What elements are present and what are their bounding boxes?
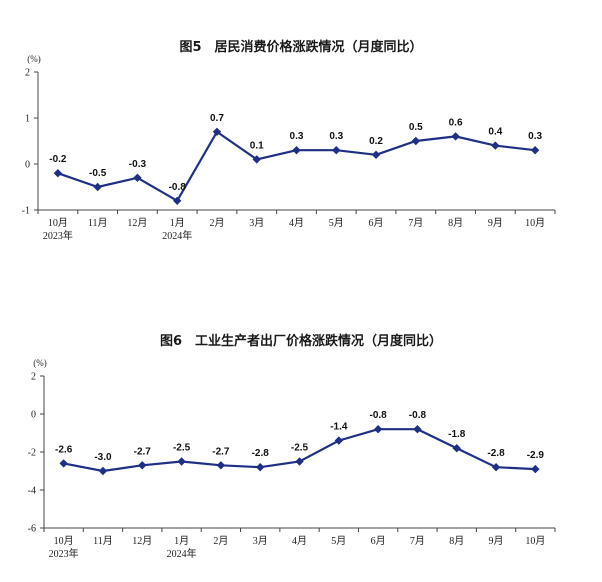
x-tick-label: 12月: [132, 535, 152, 547]
data-label: 0.7: [210, 113, 224, 124]
data-point-marker: [98, 466, 108, 476]
x-tick-label: 6月: [371, 535, 386, 547]
data-point-marker: [255, 463, 265, 472]
y-tick-label: -1: [22, 206, 30, 217]
data-label: -2.8: [252, 448, 270, 459]
x-tick-label: 11月: [88, 217, 108, 229]
x-year-label: 2023年: [49, 547, 79, 560]
data-point-marker: [212, 127, 222, 136]
data-point-marker: [334, 436, 344, 445]
x-tick-label: 10月: [525, 535, 545, 547]
y-axis-unit: (%): [27, 54, 41, 64]
x-tick-label: 10月: [54, 535, 74, 547]
data-point-marker: [491, 463, 501, 472]
data-point-marker: [292, 146, 301, 155]
data-label: 0.1: [250, 140, 264, 151]
x-year-label: 2023年: [43, 229, 73, 242]
x-year-label: 2024年: [162, 229, 192, 242]
data-label: -2.7: [212, 446, 230, 457]
x-tick-label: 6月: [369, 217, 384, 229]
y-tick-label: -4: [28, 486, 36, 497]
x-tick-label: 2月: [209, 217, 224, 229]
x-tick-label: 9月: [488, 217, 503, 229]
data-label: -0.8: [169, 182, 187, 193]
data-point-marker: [59, 459, 68, 468]
data-label: -2.5: [291, 443, 309, 454]
data-point-marker: [411, 136, 421, 146]
y-tick-label: -6: [28, 524, 36, 535]
x-tick-label: 4月: [292, 535, 307, 547]
x-tick-label: 1月: [170, 217, 185, 229]
x-year-label: 2024年: [167, 547, 197, 560]
data-label: -0.8: [369, 410, 387, 421]
data-label: -2.5: [173, 443, 191, 454]
data-label: -1.4: [330, 422, 348, 433]
data-point-marker: [133, 173, 142, 182]
data-point-marker: [216, 461, 226, 470]
x-tick-label: 4月: [289, 217, 304, 229]
x-tick-label: 5月: [331, 535, 346, 547]
y-tick-label: 1: [25, 114, 30, 125]
data-point-marker: [371, 150, 381, 159]
data-label: -0.8: [409, 410, 427, 421]
data-point-marker: [530, 146, 540, 155]
x-tick-label: 10月: [525, 217, 545, 229]
data-label: 0.6: [449, 117, 463, 128]
ppi-chart-title: 图6 工业生产者出厂价格涨跌情况（月度同比）: [159, 334, 443, 349]
data-label: -0.5: [89, 168, 107, 179]
data-point-marker: [373, 425, 383, 434]
x-tick-label: 7月: [410, 535, 425, 547]
data-point-marker: [295, 457, 304, 466]
x-tick-label: 1月: [174, 535, 189, 547]
y-tick-label: 0: [25, 160, 30, 171]
data-point-marker: [451, 132, 460, 141]
data-label: -3.0: [94, 452, 112, 463]
data-label: -1.8: [448, 429, 466, 440]
cpi-chart: 图5 居民消费价格涨跌情况（月度同比） (%) -1 0 1 2 10月 11月 12月 1月 2…: [0, 0, 602, 290]
data-label: 0.2: [369, 136, 383, 147]
data-label: 0.3: [290, 131, 304, 142]
data-label: 0.3: [528, 131, 542, 142]
data-point-marker: [413, 425, 422, 434]
data-label: -0.2: [49, 154, 67, 165]
y-tick-label: 2: [31, 372, 36, 383]
x-tick-label: 2月: [213, 535, 228, 547]
data-point-marker: [53, 169, 63, 178]
x-tick-label: 5月: [329, 217, 344, 229]
data-label: 0.5: [409, 122, 423, 133]
x-tick-label: 11月: [93, 535, 113, 547]
data-point-marker: [138, 461, 147, 470]
y-tick-label: -2: [28, 448, 36, 459]
data-label: -2.6: [55, 444, 73, 455]
cpi-chart-title: 图5 居民消费价格涨跌情况（月度同比）: [179, 40, 423, 55]
x-tick-label: 12月: [127, 217, 147, 229]
data-label: 0.3: [329, 131, 343, 142]
data-point-marker: [93, 182, 102, 192]
x-tick-label: 3月: [249, 217, 264, 229]
x-tick-label: 8月: [449, 535, 464, 547]
data-label: -0.3: [129, 159, 147, 170]
data-label: -2.8: [487, 448, 505, 459]
y-tick-label: 2: [25, 68, 30, 79]
data-point-marker: [172, 196, 182, 205]
data-point-marker: [491, 141, 500, 150]
x-tick-label: 8月: [448, 217, 463, 229]
y-tick-label: 0: [31, 410, 36, 421]
data-point-marker: [252, 155, 261, 164]
data-label: -2.9: [527, 450, 545, 461]
x-tick-label: 10月: [48, 217, 68, 229]
data-point-marker: [177, 457, 186, 466]
y-axis-unit: (%): [33, 358, 47, 368]
x-tick-label: 9月: [489, 535, 504, 547]
data-label: -2.7: [134, 446, 152, 457]
data-label: 0.4: [488, 127, 502, 138]
data-point-marker: [452, 444, 461, 453]
x-tick-label: 3月: [253, 535, 268, 547]
data-point-marker: [531, 464, 540, 474]
x-tick-label: 7月: [408, 217, 423, 229]
data-point-marker: [332, 146, 341, 155]
